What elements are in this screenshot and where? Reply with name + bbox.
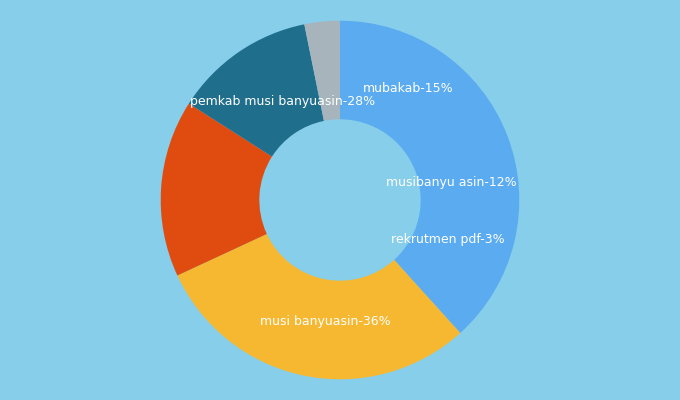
Text: pemkab musi banyuasin-28%: pemkab musi banyuasin-28% (190, 95, 375, 108)
Text: musibanyu asin-12%: musibanyu asin-12% (386, 176, 517, 188)
Wedge shape (304, 21, 340, 121)
Wedge shape (177, 234, 460, 379)
Text: rekrutmen pdf-3%: rekrutmen pdf-3% (391, 233, 505, 246)
Wedge shape (340, 21, 520, 333)
Wedge shape (189, 24, 324, 156)
Wedge shape (160, 104, 272, 276)
Text: musi banyuasin-36%: musi banyuasin-36% (260, 316, 391, 328)
Text: mubakab-15%: mubakab-15% (363, 82, 454, 95)
